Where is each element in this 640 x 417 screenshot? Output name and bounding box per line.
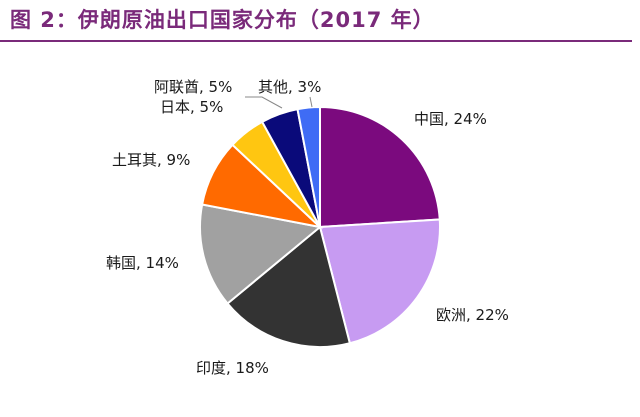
pie-label-1: 欧洲, 22% [436,306,509,324]
figure-title: 图 2：伊朗原油出口国家分布（2017 年） [10,8,435,32]
pie-slice-3 [199,203,323,305]
pie-label-3: 韩国, 14% [106,254,179,272]
leader-line-7 [309,96,313,108]
pie-label-7: 其他, 3% [258,78,321,96]
pie-label-5: 日本, 5% [160,98,223,116]
pie-label-0: 中国, 24% [414,110,487,128]
pie-label-4: 土耳其, 9% [112,151,190,169]
pie-slice-1 [318,218,441,345]
pie-slice-7 [296,105,321,228]
label-leader-lines [245,96,313,109]
title-divider [0,40,632,42]
pie-labels: 中国, 24% 欧洲, 22% 印度, 18% 韩国, 14% 土耳其, 9% 日本, 5… [106,78,509,377]
pie-slice-2 [226,225,352,348]
pie-slices [199,105,441,348]
leader-line-6 [245,96,283,109]
pie-label-6: 阿联酋, 5% [154,78,232,96]
pie-label-2: 印度, 18% [196,359,269,377]
pie-slice-0 [319,105,441,229]
